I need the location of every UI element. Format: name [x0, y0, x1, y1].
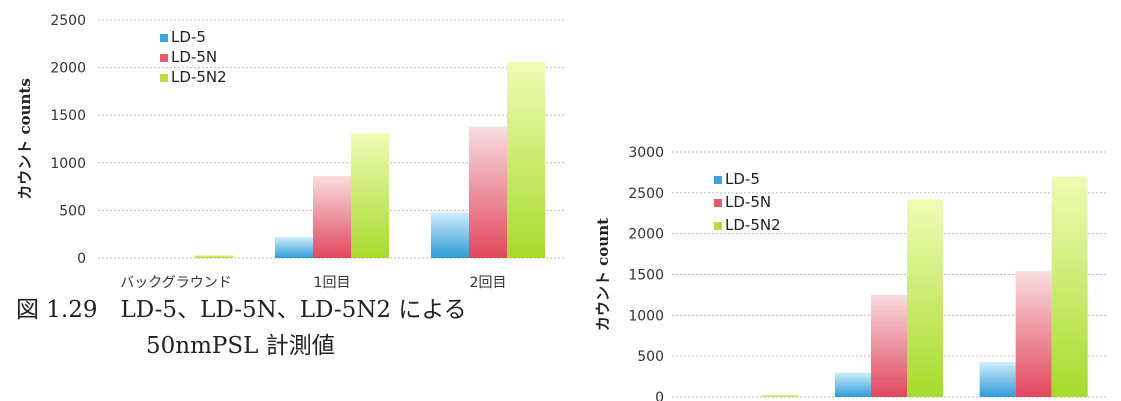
bar-LD-5-3	[431, 212, 469, 258]
legend-swatch-LD-5	[714, 176, 722, 184]
bar-LD-5N-3	[469, 126, 507, 259]
bar-LD-5-2	[835, 372, 871, 397]
bar-LD-5N2-1	[762, 394, 799, 397]
legend-swatch-LD-5	[160, 34, 168, 42]
legend-swatch-LD-5N	[160, 54, 168, 62]
bar-LD-5N2-1	[195, 255, 233, 258]
y-tick-label: 0	[77, 251, 86, 267]
bar-LD-5N-2	[871, 294, 907, 397]
legend-label-LD-5N: LD-5N	[171, 48, 217, 66]
y-axis-label: カウント counts	[16, 78, 34, 200]
legend-swatch-LD-5N2	[160, 74, 168, 82]
bar-LD-5-3	[979, 361, 1016, 397]
legend-swatch-LD-5N2	[714, 222, 722, 230]
y-tick-label: 0	[655, 390, 664, 401]
x-tick-label: 2回目	[470, 275, 507, 291]
bar-LD-5N2-3	[1051, 176, 1088, 397]
bar-LD-5-2	[275, 237, 313, 258]
legend-label-LD-5: LD-5	[171, 28, 206, 46]
y-tick-label: 2000	[50, 61, 86, 77]
legend-label-LD-5N2: LD-5N2	[171, 68, 227, 86]
legend-label-LD-5: LD-5	[725, 170, 760, 188]
y-tick-label: 1500	[50, 108, 86, 124]
y-tick-label: 1000	[628, 308, 664, 324]
bar-LD-5N-3	[1015, 271, 1052, 397]
x-tick-label: 1回目	[314, 275, 351, 291]
y-tick-label: 500	[59, 203, 86, 219]
figure-caption-line-2: 50nmPSL 計測値	[146, 333, 335, 359]
y-tick-label: 1500	[628, 268, 664, 284]
chart-2: 0 500 1000 1500 2000 2500 3000 カウント count LD-5 LD…	[594, 145, 1106, 401]
y-tick-label: 2500	[628, 186, 664, 202]
figure-caption-line-1: 図 1.29 LD-5、LD-5N、LD-5N2 による	[16, 297, 467, 323]
bar-LD-5N2-3	[507, 61, 545, 258]
y-axis-label: カウント count	[594, 218, 612, 331]
y-tick-label: 2500	[50, 13, 86, 29]
x-tick-label: バックグラウンド	[120, 275, 231, 291]
y-tick-label: 3000	[628, 145, 664, 161]
legend-label-LD-5N2: LD-5N2	[725, 216, 781, 234]
bar-LD-5N2-2	[907, 199, 943, 397]
y-tick-label: 1000	[50, 156, 86, 172]
bar-LD-5N2-2	[351, 133, 389, 258]
bar-LD-5N-2	[313, 176, 351, 258]
y-tick-label: 2000	[628, 227, 664, 243]
chart-1: 0 500 1000 1500 2000 2500 カウント counts バックグラウンド 1…	[16, 13, 566, 291]
y-tick-label: 500	[637, 349, 664, 365]
legend-swatch-LD-5N	[714, 199, 722, 207]
legend-label-LD-5N: LD-5N	[725, 193, 771, 211]
